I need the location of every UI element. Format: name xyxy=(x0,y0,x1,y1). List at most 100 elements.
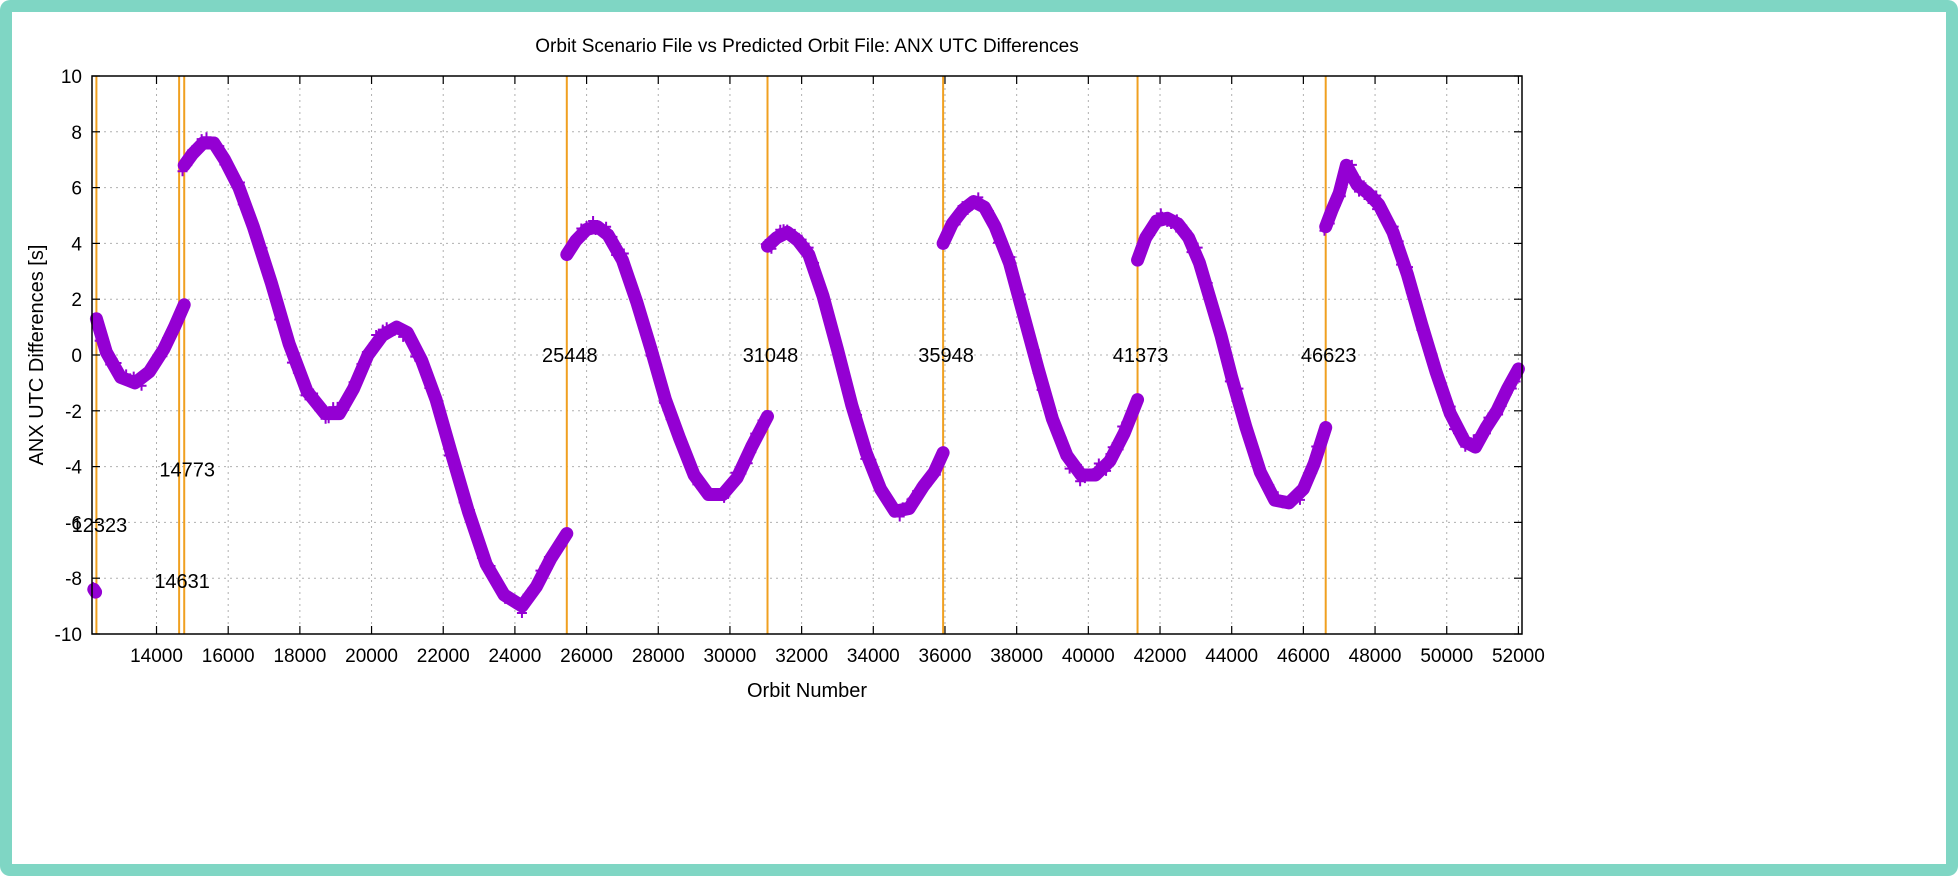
data-point xyxy=(1157,211,1168,222)
data-point xyxy=(111,358,122,369)
data-point xyxy=(894,511,905,522)
data-point xyxy=(1294,494,1305,505)
orbit-annotation-31048: 31048 xyxy=(743,345,799,367)
data-point xyxy=(548,549,559,560)
data-point xyxy=(389,325,400,336)
orbit-annotation-25448: 25448 xyxy=(542,345,598,367)
data-point xyxy=(798,244,809,255)
data-point xyxy=(435,417,446,428)
data-point xyxy=(1131,254,1142,265)
data-point xyxy=(495,580,506,591)
y-tick-label: -4 xyxy=(65,458,82,479)
data-point xyxy=(618,248,629,259)
data-point xyxy=(1220,347,1231,358)
data-point xyxy=(1071,459,1082,470)
x-tick-label: 32000 xyxy=(775,646,828,667)
series-band xyxy=(1319,158,1525,454)
data-point xyxy=(1326,207,1337,218)
data-point xyxy=(1166,218,1177,229)
data-point xyxy=(403,329,414,340)
data-point xyxy=(1032,368,1043,379)
orbit-annotation-14773: 14773 xyxy=(159,459,215,481)
data-point xyxy=(766,243,777,254)
data-point xyxy=(1046,415,1057,426)
data-point xyxy=(921,480,932,491)
data-point xyxy=(635,314,646,325)
data-point xyxy=(1093,458,1104,469)
data-point xyxy=(873,480,884,491)
y-tick-label: -8 xyxy=(65,569,82,590)
data-point xyxy=(1105,449,1116,460)
data-point xyxy=(1050,425,1061,436)
data-point xyxy=(1171,214,1182,225)
x-tick-label: 46000 xyxy=(1277,646,1330,667)
data-point xyxy=(999,248,1010,259)
data-point xyxy=(148,360,159,371)
data-point xyxy=(530,581,541,592)
y-tick-label: 2 xyxy=(71,290,82,311)
data-point xyxy=(1192,242,1203,253)
data-point xyxy=(157,351,168,362)
series-band xyxy=(1131,211,1333,510)
data-point xyxy=(1025,331,1036,342)
data-point xyxy=(622,265,633,276)
data-point xyxy=(950,219,961,230)
data-point xyxy=(1183,229,1194,240)
data-point xyxy=(1245,433,1256,444)
x-tick-label: 14000 xyxy=(130,646,183,667)
data-point xyxy=(977,201,988,212)
data-point xyxy=(1371,190,1382,201)
data-point xyxy=(1117,421,1128,432)
data-point xyxy=(1421,335,1432,346)
data-point xyxy=(817,293,828,304)
data-point xyxy=(601,221,612,232)
data-point xyxy=(750,428,761,439)
data-point xyxy=(244,215,255,226)
data-point xyxy=(772,234,783,245)
y-axis-label: ANX UTC Differences [s] xyxy=(26,245,48,466)
data-point xyxy=(838,366,849,377)
orbit-annotation-41373: 41373 xyxy=(1113,345,1169,367)
data-point xyxy=(1011,279,1022,290)
data-point xyxy=(1372,204,1383,215)
data-point xyxy=(1346,175,1357,186)
data-point xyxy=(1005,252,1016,263)
data-point xyxy=(274,314,285,325)
data-point xyxy=(742,458,753,469)
data-point xyxy=(105,359,116,370)
x-tick-label: 18000 xyxy=(273,646,326,667)
data-point xyxy=(963,202,974,213)
data-point xyxy=(557,540,568,551)
data-point xyxy=(510,596,521,607)
data-point xyxy=(476,552,487,563)
data-point xyxy=(652,359,663,370)
data-point xyxy=(957,201,968,212)
data-point xyxy=(195,143,206,154)
data-point xyxy=(209,140,220,151)
data-point xyxy=(607,231,618,242)
data-point xyxy=(1223,359,1234,370)
data-point xyxy=(1202,278,1213,289)
data-point xyxy=(1388,221,1399,232)
data-point xyxy=(889,506,900,517)
data-point xyxy=(473,538,484,549)
data-point xyxy=(1330,200,1341,211)
data-point xyxy=(509,598,520,609)
data-point xyxy=(866,454,877,465)
series-band xyxy=(177,136,574,613)
axis-ticks: -10 -8 -6 -4 -2 0 2 4 6 8 10 14000 16000 18000 20000 22… xyxy=(55,67,1545,667)
data-point xyxy=(368,338,379,349)
data-point xyxy=(138,369,149,380)
data-point xyxy=(1259,476,1270,487)
series-segment xyxy=(1319,158,1525,454)
data-point xyxy=(1393,236,1404,247)
y-tick-label: 10 xyxy=(61,67,82,88)
y-tick-label: 4 xyxy=(71,234,82,255)
data-point xyxy=(1311,441,1322,452)
data-point xyxy=(1240,417,1251,428)
data-point xyxy=(1056,432,1067,443)
x-tick-label: 20000 xyxy=(345,646,398,667)
data-point xyxy=(809,257,820,268)
data-point xyxy=(286,357,297,368)
data-point xyxy=(253,237,264,248)
